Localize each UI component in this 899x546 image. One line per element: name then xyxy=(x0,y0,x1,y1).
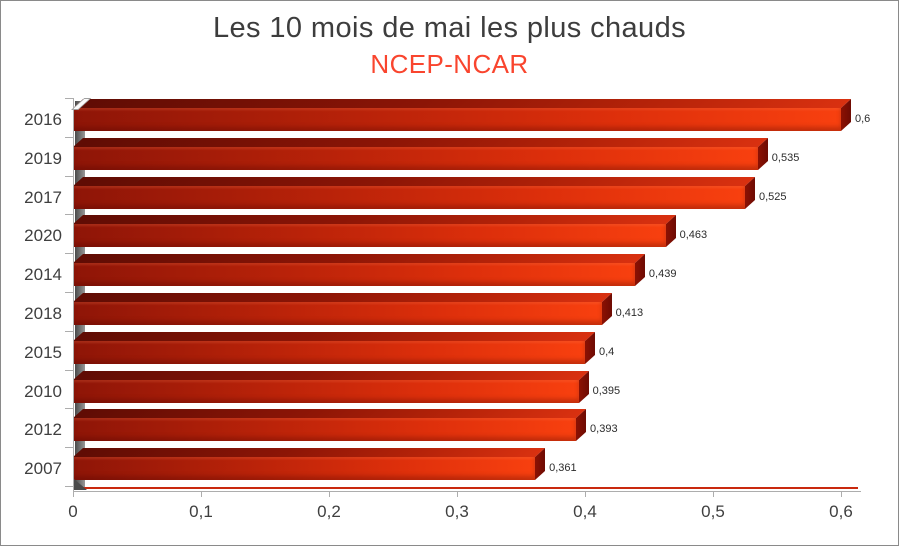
bar-top-face-2007 xyxy=(73,448,546,458)
y-axis-tick xyxy=(65,175,73,177)
x-axis-tick xyxy=(201,491,202,497)
y-axis-tick xyxy=(65,447,73,449)
x-axis-tick xyxy=(329,491,330,497)
y-axis-tick xyxy=(65,369,73,371)
x-axis-label-0,5: 0,5 xyxy=(701,502,725,521)
bar-front-face-2016 xyxy=(73,108,841,131)
y-axis-tick xyxy=(65,408,73,410)
x-axis-tick xyxy=(841,491,842,497)
bar-front-face-2010 xyxy=(73,379,579,403)
y-axis-label-2018: 2018 xyxy=(24,304,62,323)
bar-value-label-2015: 0,4 xyxy=(599,345,615,358)
y-axis-tick xyxy=(65,330,73,332)
bar-value-label-2012: 0,393 xyxy=(590,423,618,436)
x-axis-label-0,1: 0,1 xyxy=(189,502,213,521)
y-axis-tick xyxy=(65,136,73,138)
bar-value-label-2010: 0,395 xyxy=(592,384,621,397)
y-axis-tick xyxy=(65,98,73,99)
y-axis-label-2007: 2007 xyxy=(24,459,62,479)
bar-top-face-2010 xyxy=(73,370,589,380)
bar-value-label-2018: 0,413 xyxy=(615,307,644,319)
bar-value-label-2020: 0,463 xyxy=(679,229,708,242)
y-axis-label-2012: 2012 xyxy=(24,420,62,440)
x-axis-label-0,4: 0,4 xyxy=(573,502,597,521)
bar-top-face-2016 xyxy=(73,99,851,108)
bar-value-label-2014: 0,439 xyxy=(648,268,677,281)
bar-front-face-2020 xyxy=(73,224,666,248)
bar-front-face-2019 xyxy=(73,146,758,170)
bar-top-face-2020 xyxy=(73,215,676,225)
bar-value-label-2016: 0,6 xyxy=(855,113,871,125)
y-axis-label-2010: 2010 xyxy=(24,381,62,401)
x-axis-label-0,3: 0,3 xyxy=(445,502,469,521)
chart-title: Les 10 mois de mai les plus chauds xyxy=(212,12,686,44)
x-axis-label-0,6: 0,6 xyxy=(829,502,853,521)
x-axis-tick xyxy=(457,491,458,497)
x-axis-label-0: 0 xyxy=(68,502,78,521)
x-axis-label-0,2: 0,2 xyxy=(317,502,341,521)
bar-front-face-2018 xyxy=(73,302,602,325)
x-axis-line xyxy=(73,491,861,492)
y-axis-label-2016: 2016 xyxy=(24,110,62,129)
chart-subtitle: NCEP-NCAR xyxy=(370,49,529,79)
bar-front-face-2007 xyxy=(73,457,536,481)
y-axis-label-2015: 2015 xyxy=(24,342,62,362)
wall-bottom-wedge xyxy=(74,479,87,490)
y-axis-label-2014: 2014 xyxy=(24,265,62,285)
y-axis-label-2017: 2017 xyxy=(24,187,62,207)
bar-top-face-2018 xyxy=(73,293,612,302)
y-axis-line xyxy=(73,98,74,491)
bar-value-label-2007: 0,361 xyxy=(549,462,577,475)
bar-top-face-2017 xyxy=(73,176,755,186)
bar-top-face-2012 xyxy=(73,409,587,419)
x-axis-tick xyxy=(713,491,714,497)
bar-front-face-2014 xyxy=(73,263,635,287)
y-axis-tick xyxy=(65,292,73,293)
bar-front-face-2017 xyxy=(73,185,745,209)
y-axis-tick xyxy=(65,486,73,487)
bar-value-label-2019: 0,535 xyxy=(771,151,800,164)
y-axis-tick xyxy=(65,214,73,216)
bar-top-face-2014 xyxy=(73,254,645,264)
bar-front-face-2012 xyxy=(73,418,577,442)
bar-top-face-2019 xyxy=(73,137,768,147)
y-axis-tick xyxy=(65,253,73,255)
x-axis-tick xyxy=(585,491,586,497)
y-axis-label-2019: 2019 xyxy=(24,148,62,168)
floor-front-edge xyxy=(73,487,858,489)
bar-front-face-2015 xyxy=(73,340,585,364)
y-axis-label-2020: 2020 xyxy=(24,226,62,246)
bar-top-face-2015 xyxy=(73,331,595,341)
x-axis-tick xyxy=(73,491,74,497)
bar-value-label-2017: 0,525 xyxy=(759,190,787,203)
